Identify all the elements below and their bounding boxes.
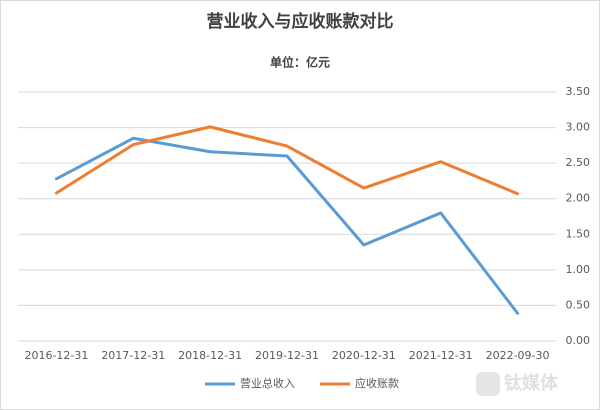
y-tick-label: 0.00 bbox=[566, 334, 591, 347]
x-tick-label: 2016-12-31 bbox=[24, 349, 88, 362]
legend-label: 应收账款 bbox=[355, 376, 399, 390]
x-tick-label: 2020-12-31 bbox=[332, 349, 396, 362]
line-series bbox=[54, 125, 520, 196]
x-tick-label: 2017-12-31 bbox=[101, 349, 165, 362]
legend-label: 营业总收入 bbox=[240, 376, 295, 390]
y-tick-label: 2.50 bbox=[566, 156, 591, 169]
y-tick-label: 1.50 bbox=[566, 227, 591, 240]
y-tick-label: 3.50 bbox=[566, 85, 591, 98]
y-tick-label: 2.00 bbox=[566, 192, 591, 205]
watermark: 钛媒体 bbox=[504, 372, 559, 394]
x-tick-label: 2022-09-30 bbox=[486, 349, 550, 362]
x-tick-label: 2021-12-31 bbox=[409, 349, 473, 362]
y-tick-label: 3.00 bbox=[566, 121, 591, 134]
line-series bbox=[54, 136, 520, 315]
y-tick-label: 0.50 bbox=[566, 298, 591, 311]
x-tick-label: 2018-12-31 bbox=[178, 349, 242, 362]
chart-title: 营业收入与应收账款对比 bbox=[207, 11, 394, 32]
watermark-icon bbox=[476, 372, 500, 396]
y-tick-label: 1.00 bbox=[566, 263, 591, 276]
chart-subtitle: 单位：亿元 bbox=[270, 55, 330, 70]
x-tick-label: 2019-12-31 bbox=[255, 349, 319, 362]
